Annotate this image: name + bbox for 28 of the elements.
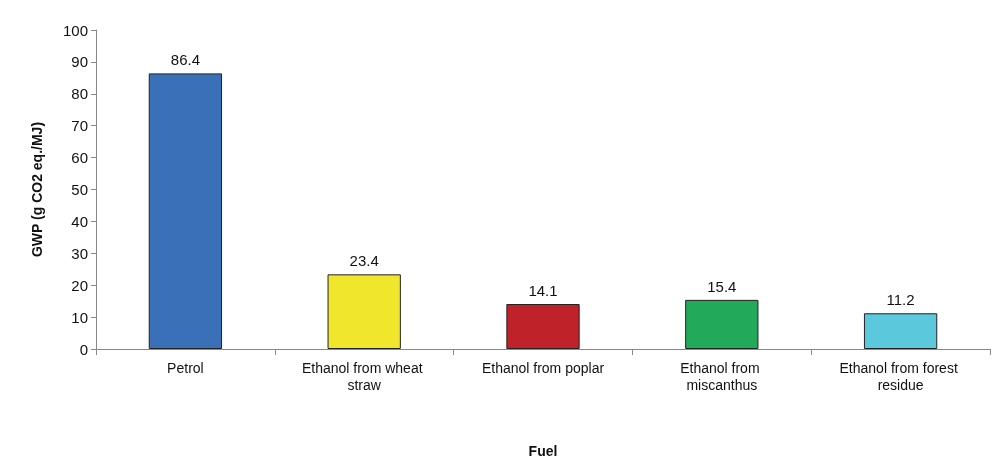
data-label: 23.4 xyxy=(349,252,379,270)
y-tick-label: 100 xyxy=(62,21,88,39)
data-label: 14.1 xyxy=(528,282,558,300)
bar xyxy=(327,274,401,349)
x-tick-label: Petrol xyxy=(167,359,204,376)
y-tick-label: 80 xyxy=(71,85,88,103)
y-tick-label: 40 xyxy=(71,212,88,230)
y-tick-label: 60 xyxy=(71,149,88,167)
y-tick-label: 20 xyxy=(71,276,88,294)
bar xyxy=(148,73,223,349)
x-tick-label: Ethanol from poplar xyxy=(481,359,605,376)
y-tick-label: 70 xyxy=(71,117,88,135)
bar xyxy=(506,304,580,349)
x-axis-title: Fuel xyxy=(528,443,558,459)
y-tick-label: 30 xyxy=(71,244,88,262)
y-tick-label: 90 xyxy=(71,53,88,71)
bar xyxy=(863,313,938,349)
bar xyxy=(685,299,759,349)
y-tick-label: 0 xyxy=(79,340,88,358)
y-axis-title: GWP (g CO2 eq./MJ) xyxy=(29,121,45,258)
data-label: 11.2 xyxy=(886,291,915,309)
x-tick-label: Ethanol from wheat straw xyxy=(301,359,427,393)
y-tick-label: 50 xyxy=(71,181,88,198)
data-label: 15.4 xyxy=(707,277,737,295)
data-label: 86.4 xyxy=(170,51,200,69)
y-tick-label: 10 xyxy=(71,308,88,326)
x-tick-label: Ethanol from forest residue xyxy=(839,359,962,393)
x-tick-label: Ethanol from miscanthus xyxy=(680,359,764,393)
